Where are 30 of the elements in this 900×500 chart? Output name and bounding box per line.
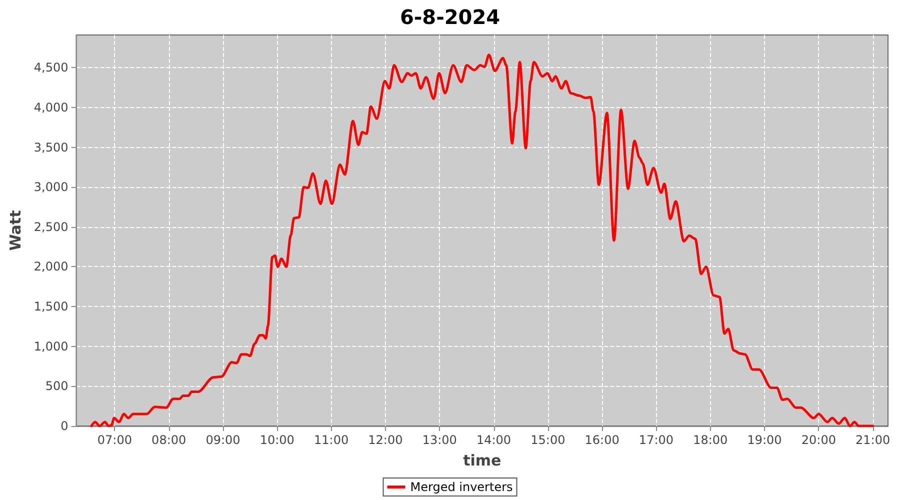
x-tick-label: 08:00 [152, 433, 186, 447]
x-tick-label: 07:00 [97, 433, 132, 447]
y-tick-label: 3,000 [34, 180, 68, 194]
chart-title: 6-8-2024 [400, 5, 500, 29]
x-tick-label: 21:00 [856, 433, 890, 447]
x-tick-label: 09:00 [206, 433, 240, 447]
y-tick-label: 0 [60, 419, 68, 433]
x-tick-label: 20:00 [801, 433, 836, 447]
x-tick-label: 15:00 [530, 433, 566, 447]
y-tick-label: 2,000 [34, 260, 68, 274]
y-tick-label: 4,500 [34, 60, 68, 75]
x-tick-label: 19:00 [747, 433, 782, 447]
x-tick-label: 14:00 [476, 433, 512, 447]
x-tick-label: 12:00 [368, 433, 403, 447]
y-tick-label: 1,000 [34, 339, 68, 354]
y-tick-label: 4,000 [34, 100, 68, 114]
x-tick-label: 10:00 [260, 433, 294, 447]
x-tick-label: 11:00 [314, 433, 349, 447]
y-axis-title: Watt [6, 210, 24, 251]
legend-label: Merged inverters [410, 480, 513, 494]
x-tick-label: 16:00 [584, 433, 620, 447]
y-tick-label: 500 [45, 379, 68, 394]
x-tick-label: 13:00 [422, 433, 457, 447]
x-axis-title: time [463, 452, 502, 470]
y-tick-label: 3,500 [34, 140, 68, 154]
x-tick-label: 18:00 [693, 433, 728, 447]
line-series [90, 54, 874, 428]
y-tick-label: 2,500 [34, 220, 68, 234]
x-tick-label: 17:00 [638, 433, 674, 447]
y-tick-label: 1,500 [34, 300, 68, 314]
